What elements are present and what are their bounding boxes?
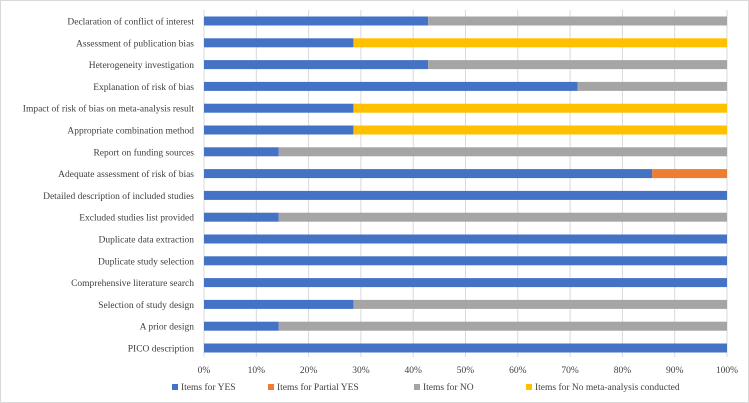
bar-segment-series-0: [204, 16, 429, 26]
category-label: Explanation of risk of bias: [93, 82, 194, 93]
category-label: Duplicate data extraction: [99, 236, 195, 246]
bar-segment-series-0: [204, 81, 578, 91]
bars: [204, 16, 727, 353]
category-label: PICO description: [128, 345, 194, 355]
x-tick-label: 60%: [509, 366, 527, 376]
bar-segment-series-0: [204, 60, 429, 70]
bar-segment-series-3: [353, 38, 727, 48]
bar-segment-series-0: [204, 256, 727, 266]
bar-segment-series-2: [278, 147, 727, 157]
x-tick-label: 90%: [666, 366, 684, 376]
bar-segment-series-0: [204, 343, 727, 353]
bar-segment-series-2: [577, 81, 727, 91]
category-label: Adequate assessment of risk of bias: [58, 169, 194, 180]
legend: Items for YES Items for Partial YES Items …: [172, 382, 680, 393]
bar-segment-series-0: [204, 321, 279, 331]
legend-label: Items for NO: [423, 382, 474, 393]
category-label: Duplicate study selection: [98, 257, 194, 267]
x-tick-label: 70%: [561, 366, 579, 376]
bar-segment-series-1: [652, 169, 727, 179]
category-label: Heterogeneity investigation: [89, 61, 195, 71]
category-label: Comprehensive literature search: [71, 279, 194, 289]
category-label: Report on funding sources: [93, 147, 194, 158]
bar-segment-series-0: [204, 125, 354, 135]
bar-segment-series-3: [353, 125, 727, 135]
x-tick-label: 40%: [404, 366, 422, 376]
category-label: Assessment of publication bias: [76, 38, 194, 49]
bar-segment-series-0: [204, 38, 354, 48]
category-labels: Declaration of conflict of interest Asses…: [23, 17, 195, 355]
category-label: A prior design: [140, 323, 195, 333]
x-tick-label: 50%: [457, 366, 475, 376]
bar-segment-series-2: [353, 299, 727, 309]
bar-segment-series-0: [204, 147, 279, 157]
category-label: Selection of study design: [98, 300, 194, 311]
x-tick-label: 30%: [352, 366, 370, 376]
legend-swatch: [268, 384, 274, 390]
x-tick-label: 20%: [300, 366, 318, 376]
bar-segment-series-0: [204, 169, 653, 179]
bar-segment-series-2: [278, 321, 727, 331]
bar-segment-series-0: [204, 212, 279, 222]
bar-segment-series-0: [204, 190, 727, 200]
x-tick-label: 80%: [614, 366, 632, 376]
bar-segment-series-2: [278, 212, 727, 222]
category-label: Declaration of conflict of interest: [67, 17, 194, 28]
bar-segment-series-0: [204, 103, 354, 113]
x-tick-label: 10%: [248, 366, 266, 376]
category-label: Excluded studies list provided: [79, 214, 194, 224]
legend-swatch: [526, 384, 532, 390]
legend-label: Items for Partial YES: [277, 382, 359, 393]
x-tick-label: 0%: [198, 366, 211, 376]
x-tick-label: 100%: [716, 366, 738, 376]
legend-swatch: [414, 384, 420, 390]
category-label: Appropriate combination method: [67, 127, 194, 137]
legend-label: Items for YES: [181, 382, 236, 393]
category-label: Detailed description of included studies: [43, 191, 194, 202]
x-tick-labels: 0% 10% 20% 30% 40% 50% 60% 70% 80% 90% 100%: [198, 366, 739, 376]
bar-segment-series-0: [204, 234, 727, 244]
bar-segment-series-0: [204, 278, 727, 288]
legend-label: Items for No meta-analysis conducted: [535, 382, 680, 393]
bar-segment-series-2: [428, 16, 727, 26]
category-label: Impact of risk of bias on meta-analysis …: [23, 104, 195, 115]
bar-segment-series-2: [428, 60, 727, 70]
legend-swatch: [172, 384, 178, 390]
bar-segment-series-3: [353, 103, 727, 113]
bar-segment-series-0: [204, 299, 354, 309]
